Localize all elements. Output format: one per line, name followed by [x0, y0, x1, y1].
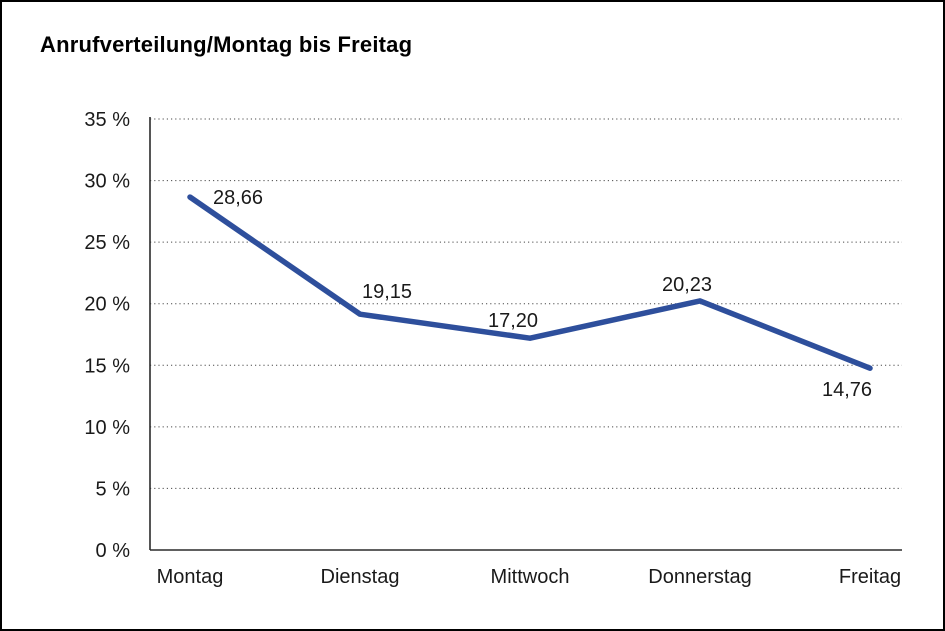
x-category-label: Donnerstag [648, 566, 751, 588]
y-tick-label: 35 % [84, 109, 130, 131]
x-category-label: Montag [157, 566, 224, 588]
y-tick-label: 15 % [84, 355, 130, 377]
x-category-label: Freitag [839, 566, 901, 588]
data-line [187, 194, 873, 371]
data-label: 20,23 [662, 274, 712, 296]
y-tick-label: 25 % [84, 232, 130, 254]
data-label: 14,76 [822, 379, 872, 401]
y-tick-label: 0 % [96, 540, 131, 562]
data-label: 19,15 [362, 281, 412, 303]
y-tick-label: 30 % [84, 171, 130, 193]
y-tick-label: 20 % [84, 294, 130, 316]
x-category-label: Dienstag [321, 566, 400, 588]
y-tick-label: 10 % [84, 417, 130, 439]
y-tick-label: 5 % [96, 478, 131, 500]
data-label: 17,20 [488, 310, 538, 332]
x-category-label: Mittwoch [491, 566, 570, 588]
chart-title: Anrufverteilung/Montag bis Freitag [40, 32, 413, 57]
data-label: 28,66 [213, 187, 263, 209]
